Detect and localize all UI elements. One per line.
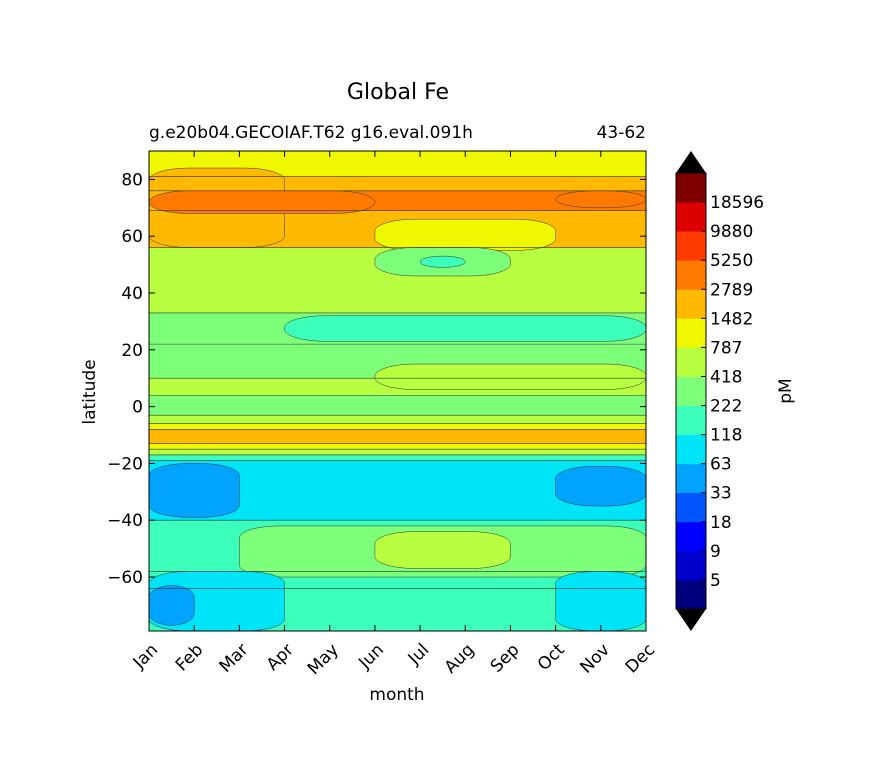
colorbar-tick-label: 5250 [710,251,753,271]
colorbar-tick-label: 418 [710,367,742,387]
contour-patch [148,190,376,214]
colorbar-tick-label: 18 [710,513,732,533]
y-tick-label: 20 [121,341,143,361]
colorbar-frame [675,172,707,610]
contour-patch [374,363,647,390]
colorbar-tick-label: 63 [710,455,732,475]
colorbar-extend-max [676,151,706,173]
contour-patch [374,531,511,569]
colorbar-label: pM [776,378,796,403]
colorbar-segment [676,231,706,261]
y-tick-label: 60 [121,227,143,247]
x-tick-label: Sep [487,640,524,677]
chart-subtitle-right: 43-62 [597,123,646,143]
colorbar-tick-label: 9880 [710,222,753,242]
colorbar-segment [676,521,706,552]
x-tick-label: Jul [404,640,433,669]
colorbar-segment [676,492,706,523]
x-tick-label: Nov [576,640,614,678]
x-tick-label: Mar [216,640,253,677]
colorbar-extend-min [676,609,706,631]
colorbar-segment [676,347,706,377]
contour-band [149,443,646,450]
y-tick-label: 40 [121,284,143,304]
y-tick-label: 80 [121,170,143,190]
colorbar-tick-label: 33 [710,484,732,504]
x-axis-label: month [369,685,424,705]
colorbar: 5 9 18 33 63 118 222 418 787 1482 2789 5250 9880 1859… [675,151,764,631]
colorbar-tick-label: 9 [710,542,721,562]
x-tick-label: Aug [441,640,479,678]
y-axis: 80 60 40 20 0 −20 −40 −60 [107,170,646,588]
contour-patch [148,463,240,518]
x-tick-label: Dec [622,640,659,677]
contour-band [149,423,646,430]
x-tick-label: May [304,640,343,679]
contour-band [149,415,646,424]
y-tick-label: −60 [107,568,143,588]
y-tick-label: −20 [107,454,143,474]
contour-band [149,454,646,461]
colorbar-tick-label: 118 [710,426,742,446]
contour-patch [419,255,466,268]
contour-patch [555,571,647,632]
x-tick-label: Apr [263,640,298,675]
colorbar-segment [676,405,706,435]
colorbar-segment [676,173,706,203]
chart-title: Global Fe [347,80,449,105]
y-tick-label: −40 [107,511,143,531]
colorbar-segment [676,434,706,465]
contour-band [149,395,646,416]
chart-subtitle-left: g.e20b04.GECOIAF.T62 g16.eval.091h [149,123,473,143]
x-tick-label: Jan [129,640,162,673]
colorbar-tick-label: 18596 [710,193,764,213]
contour-band [149,429,646,444]
colorbar-segment [676,318,706,348]
colorbar-tick-label: 222 [710,397,742,417]
y-tick-label: 0 [132,398,143,418]
colorbar-segment [676,550,706,581]
colorbar-segment [676,289,706,319]
contour-patch [555,190,647,209]
colorbar-segment [676,579,706,610]
contour-patch [148,585,195,626]
colorbar-tick-label: 787 [710,338,742,358]
colorbar-segment [676,202,706,232]
colorbar-segment [676,463,706,494]
y-axis-label: latitude [80,359,100,424]
x-tick-label: Oct [534,640,569,675]
colorbar-tick-label: 1482 [710,309,753,329]
x-tick-label: Jun [354,640,388,674]
contour-patch [284,315,647,342]
contour-band [149,449,646,455]
plot-frame [148,150,647,632]
contour-patch [374,218,556,251]
plot-area [148,150,647,632]
colorbar-segment [676,376,706,406]
colorbar-tick-label: 5 [710,571,721,591]
colorbar-tick-label: 2789 [710,280,753,300]
x-tick-label: Feb [172,640,207,675]
contour-patch [555,466,647,507]
colorbar-segment [676,260,706,290]
